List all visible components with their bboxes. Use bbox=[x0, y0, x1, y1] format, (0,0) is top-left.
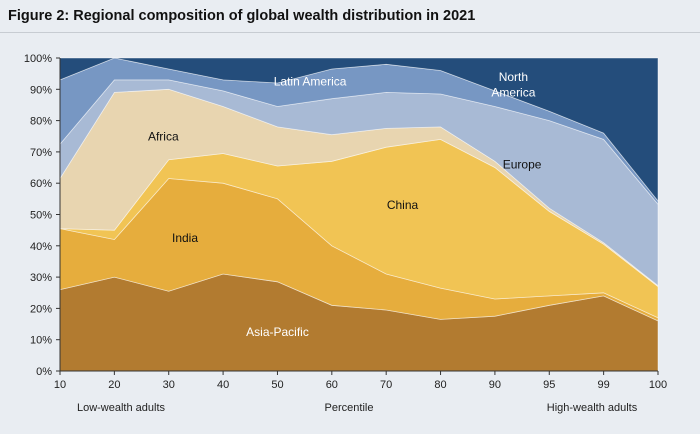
region-label-north: North bbox=[499, 70, 528, 84]
x-tick-label: 30 bbox=[163, 379, 175, 391]
x-tick-label: 60 bbox=[326, 379, 338, 391]
y-tick-label: 90% bbox=[30, 84, 52, 96]
y-tick-label: 80% bbox=[30, 116, 52, 128]
region-label-africa: Africa bbox=[148, 129, 179, 143]
y-tick-label: 40% bbox=[30, 241, 52, 253]
y-tick-label: 0% bbox=[36, 366, 52, 378]
y-tick-label: 50% bbox=[30, 210, 52, 222]
x-tick-label: 99 bbox=[598, 379, 610, 391]
area-north-america bbox=[59, 57, 659, 203]
axes-group: 0% 10% 20% 30% 40% 50% 60% 70% 80% 90% 100% 10 20 30 4… bbox=[24, 53, 667, 391]
title-divider bbox=[0, 32, 700, 33]
region-label-asia-pacific: Asia-Pacific bbox=[246, 325, 309, 339]
x-tick-label: 70 bbox=[380, 379, 392, 391]
x-tick-label: 40 bbox=[217, 379, 229, 391]
y-tick-label: 100% bbox=[24, 53, 52, 65]
region-labels-group: Asia-Pacific India China Africa Europe Latin … bbox=[148, 70, 542, 339]
region-label-latin-america: Latin America bbox=[274, 75, 347, 89]
x-tick-label: 80 bbox=[434, 379, 446, 391]
region-label-europe: Europe bbox=[503, 157, 542, 171]
x-axis-title: Percentile bbox=[325, 402, 374, 414]
y-tick-label: 70% bbox=[30, 147, 52, 159]
y-tick-label: 60% bbox=[30, 178, 52, 190]
x-tick-label: 100 bbox=[649, 379, 667, 391]
x-tick-label: 90 bbox=[489, 379, 501, 391]
x-tick-label: 20 bbox=[108, 379, 120, 391]
x-axis-high-label: High-wealth adults bbox=[547, 402, 638, 414]
y-tick-label: 30% bbox=[30, 272, 52, 284]
y-tick-label: 20% bbox=[30, 303, 52, 315]
x-tick-label: 10 bbox=[54, 379, 66, 391]
region-label-india: India bbox=[172, 231, 198, 245]
region-label-china: China bbox=[387, 198, 419, 212]
y-tick-label: 10% bbox=[30, 335, 52, 347]
area-series-group bbox=[59, 57, 659, 372]
region-label-america: America bbox=[491, 85, 535, 99]
figure-title: Figure 2: Regional composition of global… bbox=[8, 8, 476, 24]
x-axis-low-label: Low-wealth adults bbox=[77, 402, 166, 414]
x-tick-label: 95 bbox=[543, 379, 555, 391]
x-tick-label: 50 bbox=[271, 379, 283, 391]
